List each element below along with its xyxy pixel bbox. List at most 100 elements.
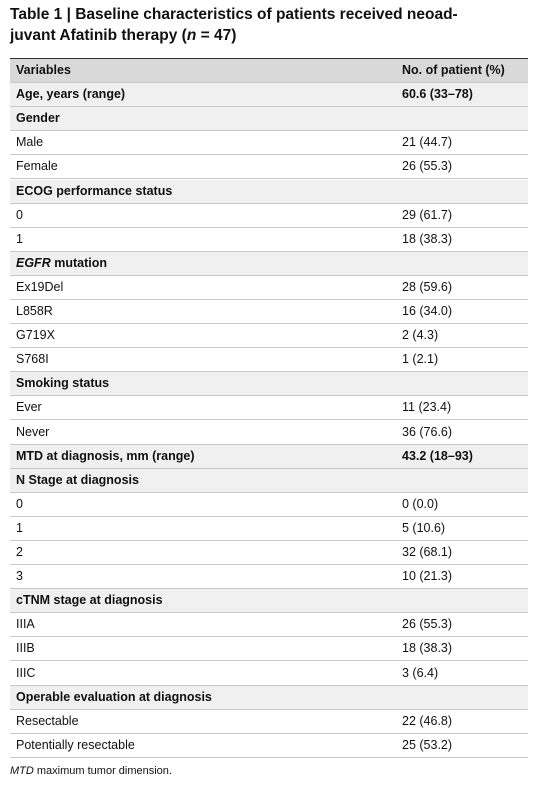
row-value: 32 (68.1) xyxy=(402,545,453,559)
footnote: MTD maximum tumor dimension. xyxy=(10,765,172,777)
row-label: 2 xyxy=(16,541,23,564)
table-row: N Stage at diagnosis xyxy=(10,468,528,493)
row-label: MTD at diagnosis, mm (range) xyxy=(16,445,195,468)
table-row: Age, years (range) 60.6 (33–78) xyxy=(10,83,528,108)
row-label-text: Resectable xyxy=(16,713,79,728)
row-label-text: IIIA xyxy=(16,617,35,632)
row-label: Ex19Del xyxy=(16,276,63,299)
row-label-text: 1 xyxy=(16,520,23,535)
row-value: 43.2 (18–93) xyxy=(402,448,473,463)
header-cell: No. of patient (%) xyxy=(402,63,505,77)
row-value: 16 (34.0) xyxy=(402,304,453,318)
row-label: IIIA xyxy=(16,613,35,636)
table-row: 0 29 (61.7) xyxy=(10,204,528,228)
table-row: 3 10 (21.3) xyxy=(10,565,528,590)
table-row: IIIB 18 (38.3) xyxy=(10,637,528,662)
row-value: 29 (61.7) xyxy=(402,207,453,222)
table-row: S768I 1 (2.1) xyxy=(10,348,528,373)
title-text: Table 1 | Baseline characteristics of pa… xyxy=(10,6,458,23)
row-label-text: 0 xyxy=(16,207,23,222)
row-value: 28 (59.6) xyxy=(402,279,453,294)
table-row: ECOG performance status xyxy=(10,179,528,204)
row-label-text: mutation xyxy=(50,255,107,270)
table-row: Gender xyxy=(10,107,528,132)
table-row: Female 26 (55.3) xyxy=(10,155,528,180)
table-row: G719X 2 (4.3) xyxy=(10,324,528,349)
row-value: 26 (55.3) xyxy=(402,617,453,632)
row-label: Age, years (range) xyxy=(16,83,125,106)
row-label: 0 xyxy=(16,493,23,516)
row-value: 25 (53.2) xyxy=(402,737,453,752)
title-text: juvant Afatinib therapy ( xyxy=(10,27,187,44)
row-value: 60.6 (33–78) xyxy=(402,87,473,102)
title-text: = 47) xyxy=(196,27,237,44)
table-row: Ex19Del 28 (59.6) xyxy=(10,276,528,300)
row-label: Operable evaluation at diagnosis xyxy=(16,686,212,709)
row-label-text: Ex19Del xyxy=(16,279,64,294)
table-row: IIIC 3 (6.4) xyxy=(10,662,528,686)
table-row: EGFR mutation xyxy=(10,251,528,276)
row-label: IIIC xyxy=(16,662,35,685)
row-label-text: 0 xyxy=(16,496,23,511)
header-cell: Variables xyxy=(16,63,71,77)
title-text: n xyxy=(186,27,197,44)
table: Variables No. of patient (%) Age, years (r… xyxy=(10,58,528,758)
row-value: 26 (55.3) xyxy=(402,159,453,174)
table-row: Ever 11 (23.4) xyxy=(10,396,528,421)
row-label: S768I xyxy=(16,348,49,371)
table-title: Table 1 | Baseline characteristics of pa… xyxy=(10,4,535,46)
row-label: Never xyxy=(16,421,49,444)
row-label-text: Female xyxy=(16,159,58,174)
row-label-italic: EGFR xyxy=(16,255,51,270)
row-label: Potentially resectable xyxy=(16,734,135,757)
table-row: Never 36 (76.6) xyxy=(10,421,528,445)
table-row: cTNM stage at diagnosis xyxy=(10,589,528,614)
row-label-text: L858R xyxy=(16,304,53,318)
row-label: G719X xyxy=(16,324,55,347)
row-value: 5 (10.6) xyxy=(402,520,446,535)
row-label: N Stage at diagnosis xyxy=(16,469,139,492)
row-label-text: S768I xyxy=(16,352,49,367)
row-value: 2 (4.3) xyxy=(402,328,439,343)
row-label: Ever xyxy=(16,396,42,419)
row-label-text: Never xyxy=(16,424,50,439)
row-label: Resectable xyxy=(16,710,79,733)
header-row: Variables No. of patient (%) xyxy=(10,59,528,83)
footnote-text: maximum tumor dimension. xyxy=(33,765,172,777)
table-row: 2 32 (68.1) xyxy=(10,541,528,565)
row-label-text: MTD at diagnosis, mm (range) xyxy=(16,448,195,463)
footnote-text: MTD xyxy=(10,765,34,777)
row-label: Male xyxy=(16,131,43,154)
row-label: L858R xyxy=(16,300,53,323)
row-label: Gender xyxy=(16,107,60,130)
row-label-text: Ever xyxy=(16,400,42,415)
row-label: EGFR mutation xyxy=(16,252,107,275)
row-label-text: 3 xyxy=(16,569,23,584)
row-value: 18 (38.3) xyxy=(402,641,453,656)
row-label-text: Male xyxy=(16,135,44,150)
table-row: Smoking status xyxy=(10,372,528,397)
table-row: MTD at diagnosis, mm (range) 43.2 (18–93) xyxy=(10,444,528,469)
row-label: cTNM stage at diagnosis xyxy=(16,589,163,612)
row-value: 3 (6.4) xyxy=(402,665,439,680)
row-label-text: cTNM stage at diagnosis xyxy=(16,593,163,608)
row-value: 36 (76.6) xyxy=(402,424,453,439)
row-label: 0 xyxy=(16,204,23,227)
table-row: IIIA 26 (55.3) xyxy=(10,613,528,638)
table-row: 0 0 (0.0) xyxy=(10,493,528,517)
row-label: Smoking status xyxy=(16,372,109,395)
row-value: 10 (21.3) xyxy=(402,569,453,584)
row-label: ECOG performance status xyxy=(16,180,172,203)
table-row: Operable evaluation at diagnosis xyxy=(10,685,528,710)
row-label: IIIB xyxy=(16,637,35,660)
row-value: 0 (0.0) xyxy=(402,496,439,511)
row-label: 1 xyxy=(16,517,23,540)
row-label-text: Age, years (range) xyxy=(16,87,126,102)
row-label-text: Smoking status xyxy=(16,376,110,391)
row-label-text: Gender xyxy=(16,111,60,126)
table-row: Potentially resectable 25 (53.2) xyxy=(10,734,528,758)
table-row: 1 5 (10.6) xyxy=(10,517,528,541)
row-label-text: N Stage at diagnosis xyxy=(16,472,139,487)
row-value: 11 (23.4) xyxy=(402,400,452,415)
